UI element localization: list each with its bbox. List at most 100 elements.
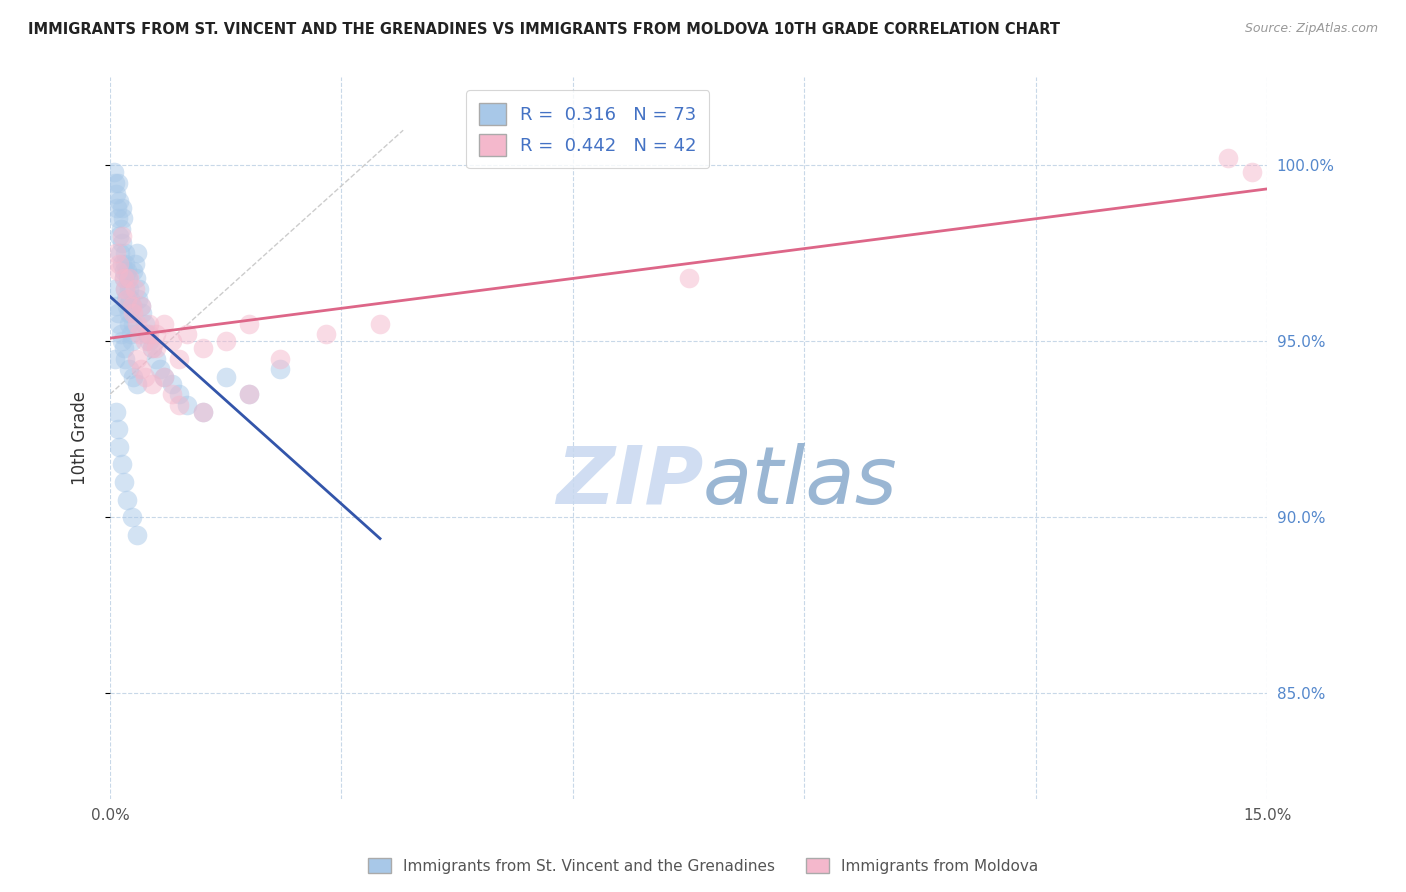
Point (153, 369, 176, 384)
Point (191, 405, 214, 419)
Point (121, 299, 143, 313)
Point (115, 299, 138, 313)
Point (125, 528, 148, 542)
Point (117, 271, 139, 285)
Point (122, 264, 145, 278)
Point (124, 281, 146, 295)
Text: ZIP: ZIP (555, 442, 703, 521)
Point (104, 281, 127, 295)
Point (134, 317, 156, 331)
Point (122, 306, 145, 320)
Point (176, 327, 198, 342)
Point (105, 299, 128, 313)
Legend: R =  0.316   N = 73, R =  0.442   N = 42: R = 0.316 N = 73, R = 0.442 N = 42 (467, 90, 710, 169)
Point (160, 334, 183, 349)
Point (125, 351, 148, 366)
Point (112, 475, 135, 489)
Point (104, 176, 127, 190)
Point (120, 292, 142, 306)
Point (269, 362, 291, 376)
Point (169, 398, 191, 412)
Point (215, 334, 238, 349)
Point (138, 334, 160, 349)
Point (108, 257, 131, 271)
Point (134, 369, 156, 384)
Point (115, 264, 138, 278)
Point (141, 342, 163, 356)
Point (134, 334, 156, 349)
Point (105, 201, 128, 215)
Point (127, 292, 149, 306)
Point (160, 376, 183, 391)
Point (107, 264, 129, 278)
Point (105, 186, 128, 201)
Point (114, 281, 136, 295)
Point (108, 228, 131, 243)
Point (118, 362, 141, 376)
Point (120, 327, 142, 342)
Point (111, 228, 134, 243)
Point (238, 387, 260, 401)
Point (118, 271, 141, 285)
Point (128, 327, 150, 342)
Point (1240, 165, 1263, 179)
Point (145, 351, 167, 366)
Point (141, 342, 163, 356)
Point (111, 201, 134, 215)
Point (238, 387, 260, 401)
Point (103, 165, 125, 179)
Point (141, 376, 163, 391)
Text: Source: ZipAtlas.com: Source: ZipAtlas.com (1244, 22, 1378, 36)
Point (108, 440, 131, 454)
Point (122, 317, 145, 331)
Point (104, 351, 127, 366)
Point (112, 211, 135, 226)
Point (269, 351, 291, 366)
Legend: Immigrants from St. Vincent and the Grenadines, Immigrants from Moldova: Immigrants from St. Vincent and the Gren… (361, 852, 1045, 880)
Point (128, 281, 150, 295)
Point (118, 317, 141, 331)
Point (136, 327, 159, 342)
Point (121, 510, 143, 524)
Point (125, 317, 148, 331)
Point (108, 246, 131, 260)
Point (110, 221, 132, 235)
Point (114, 257, 136, 271)
Point (114, 246, 136, 260)
Point (145, 342, 167, 356)
Point (238, 317, 260, 331)
Point (115, 292, 138, 306)
Point (138, 327, 160, 342)
Point (112, 271, 135, 285)
Point (1218, 152, 1240, 166)
Point (111, 334, 134, 349)
Point (118, 281, 141, 295)
Text: atlas: atlas (703, 442, 898, 521)
Text: IMMIGRANTS FROM ST. VINCENT AND THE GRENADINES VS IMMIGRANTS FROM MOLDOVA 10TH G: IMMIGRANTS FROM ST. VINCENT AND THE GREN… (28, 22, 1060, 37)
Point (108, 317, 131, 331)
Point (129, 299, 152, 313)
Point (115, 292, 138, 306)
Point (169, 387, 191, 401)
Point (111, 235, 134, 250)
Point (108, 194, 131, 208)
Point (125, 246, 148, 260)
Point (112, 271, 135, 285)
Point (107, 176, 129, 190)
Point (111, 257, 134, 271)
Point (129, 362, 152, 376)
Point (176, 398, 198, 412)
Point (215, 369, 238, 384)
Point (124, 257, 146, 271)
Point (121, 299, 143, 313)
Point (117, 306, 139, 320)
Point (105, 246, 128, 260)
Y-axis label: 10th Grade: 10th Grade (72, 391, 89, 485)
Point (678, 271, 700, 285)
Point (149, 362, 172, 376)
Point (191, 405, 214, 419)
Point (125, 376, 148, 391)
Point (124, 271, 146, 285)
Point (112, 342, 135, 356)
Point (115, 492, 138, 507)
